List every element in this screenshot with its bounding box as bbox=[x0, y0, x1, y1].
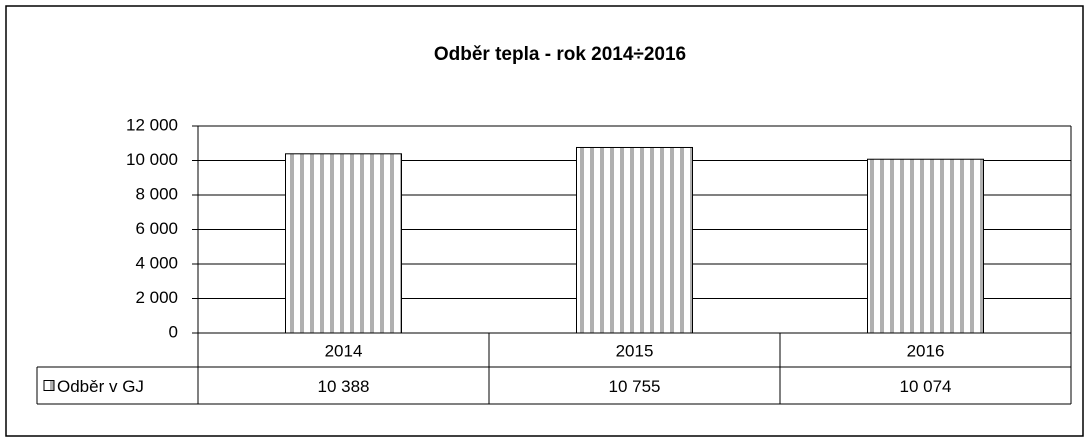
y-tick-label: 2 000 bbox=[135, 288, 178, 307]
x-tick-label: 2016 bbox=[907, 341, 945, 360]
bar bbox=[867, 158, 984, 334]
chart-title: Odběr tepla - rok 2014÷2016 bbox=[434, 44, 686, 65]
y-tick-label: 0 bbox=[169, 322, 178, 341]
y-tick-label: 6 000 bbox=[135, 219, 178, 238]
y-tick-label: 8 000 bbox=[135, 184, 178, 203]
data-table-value: 10 755 bbox=[609, 377, 661, 396]
legend-key bbox=[43, 380, 55, 391]
data-table-value: 10 074 bbox=[900, 377, 952, 396]
x-tick-label: 2015 bbox=[616, 341, 654, 360]
y-tick-label: 12 000 bbox=[126, 115, 178, 134]
y-tick-label: 4 000 bbox=[135, 253, 178, 272]
data-table-value: 10 388 bbox=[318, 377, 370, 396]
x-tick-label: 2014 bbox=[325, 341, 363, 360]
legend-label: Odběr v GJ bbox=[57, 377, 144, 396]
bar bbox=[285, 153, 402, 334]
y-tick-label: 10 000 bbox=[126, 150, 178, 169]
bar bbox=[576, 146, 693, 334]
